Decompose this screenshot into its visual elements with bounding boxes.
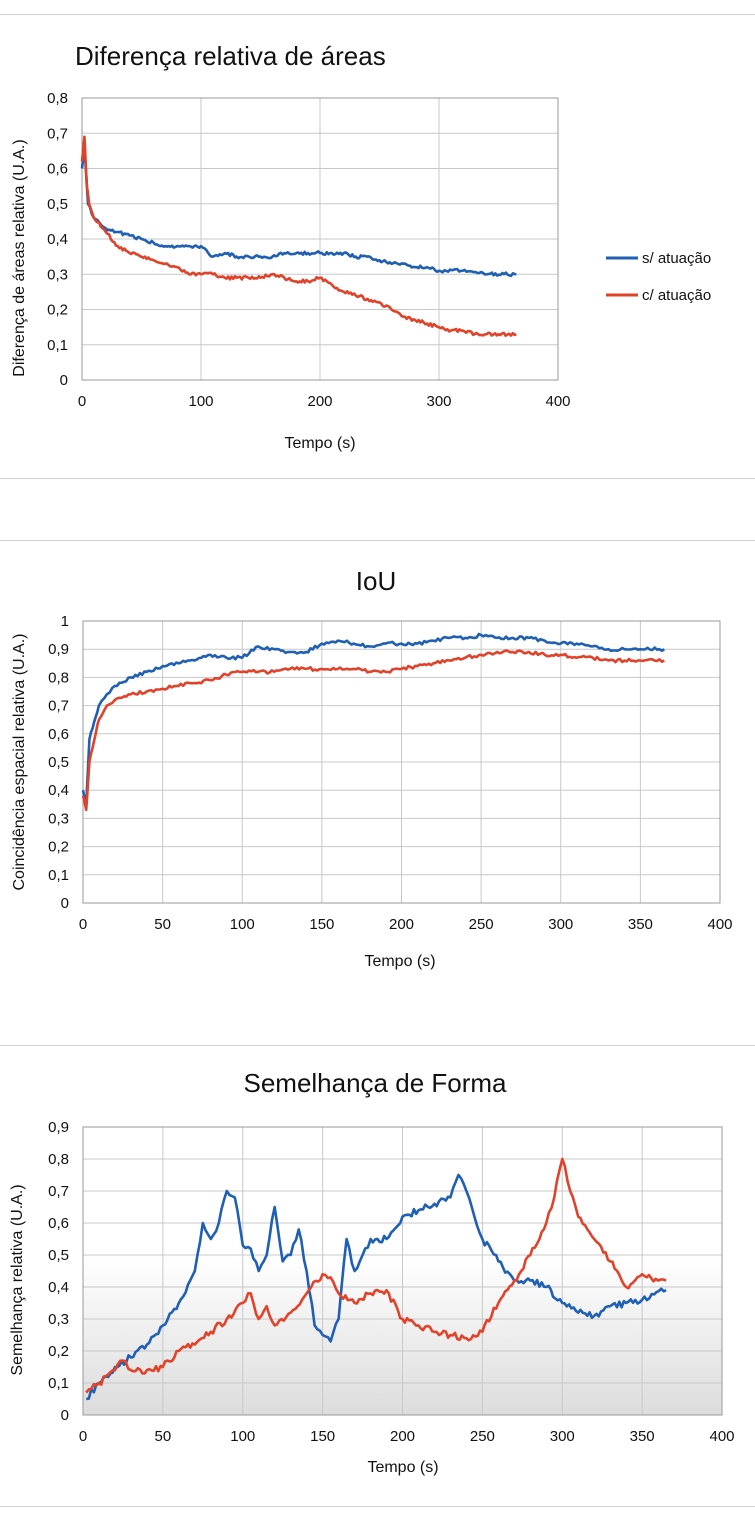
y-tick-label: 0,4 (48, 782, 69, 799)
legend-label-s-atuacao: s/ atuação (642, 250, 711, 267)
x-tick-label: 200 (307, 393, 332, 410)
y-tick-label: 0,9 (48, 641, 69, 658)
y-tick-label: 0,3 (48, 1311, 69, 1328)
y-tick-label: 0,1 (48, 867, 69, 884)
y-axis-label: Semelhança relativa (U.A.) (9, 1184, 26, 1375)
y-tick-label: 0,6 (48, 726, 69, 743)
x-tick-label: 50 (155, 1428, 172, 1445)
x-tick-label: 250 (470, 1428, 495, 1445)
chart-area-difference: Diferença relativa de áreas Tempo (s) Di… (11, 41, 711, 452)
y-tick-label: 0,5 (48, 1247, 69, 1264)
y-tick-label: 0,5 (48, 754, 69, 771)
y-tick-label: 0,5 (47, 196, 68, 213)
x-tick-label: 300 (426, 393, 451, 410)
x-tick-label: 0 (78, 393, 86, 410)
series-line-c-atuacao (80, 135, 517, 338)
y-tick-label: 0,7 (47, 125, 68, 142)
plot-frame (81, 97, 559, 381)
y-tick-label: 0,3 (48, 810, 69, 827)
y-tick-label: 0 (61, 1407, 69, 1424)
y-tick-label: 0,8 (48, 669, 69, 686)
y-tick-label: 0 (61, 895, 69, 912)
series-line-s-atuacao (86, 1173, 667, 1401)
legend: s/ atuação c/ atuação (606, 250, 711, 304)
plot-area (80, 97, 559, 381)
chart-panel-area-difference: Diferença relativa de áreas Tempo (s) Di… (0, 20, 755, 475)
x-tick-label: 100 (230, 1428, 255, 1445)
x-tick-label: 400 (545, 393, 570, 410)
y-tick-label: 0,4 (48, 1279, 69, 1296)
x-tick-label: 50 (154, 916, 171, 933)
x-tick-label: 150 (309, 916, 334, 933)
plot-area (81, 620, 721, 904)
x-tick-label: 300 (550, 1428, 575, 1445)
series-line-s-atuacao (81, 632, 666, 806)
chart-title: Semelhança de Forma (243, 1068, 507, 1098)
x-tick-label: 200 (389, 916, 414, 933)
y-tick-label: 0,1 (48, 1375, 69, 1392)
separator-2 (0, 540, 755, 541)
separator-bottom (0, 1506, 755, 1507)
x-tick-label: 300 (548, 916, 573, 933)
y-tick-label: 0,8 (48, 1151, 69, 1168)
chart-title: IoU (356, 566, 396, 596)
plot-area (82, 1126, 723, 1416)
y-tick-label: 1 (61, 613, 69, 630)
x-axis-label: Tempo (s) (367, 1459, 438, 1476)
x-tick-label: 0 (79, 1428, 87, 1445)
separator-3 (0, 1045, 755, 1046)
x-tick-label: 250 (469, 916, 494, 933)
y-tick-label: 0,3 (47, 266, 68, 283)
y-axis-label: Coincidência espacial relativa (U.A.) (11, 634, 28, 891)
plot-frame (82, 1126, 723, 1416)
chart-title: Diferença relativa de áreas (75, 41, 386, 71)
x-tick-label: 400 (709, 1428, 734, 1445)
x-tick-label: 150 (310, 1428, 335, 1445)
separator-top (0, 14, 755, 15)
y-tick-label: 0,2 (48, 839, 69, 856)
x-tick-label: 100 (230, 916, 255, 933)
separator-1 (0, 478, 755, 479)
series-line-s-atuacao (80, 146, 517, 278)
x-tick-label: 100 (188, 393, 213, 410)
x-tick-label: 0 (79, 916, 87, 933)
series-line-c-atuacao (85, 1157, 667, 1394)
y-tick-label: 0,8 (47, 90, 68, 107)
legend-label-c-atuacao: c/ atuação (642, 287, 711, 304)
x-tick-label: 350 (628, 916, 653, 933)
x-tick-label: 350 (630, 1428, 655, 1445)
y-tick-label: 0,2 (47, 302, 68, 319)
y-tick-label: 0,7 (48, 698, 69, 715)
y-tick-label: 0,7 (48, 1183, 69, 1200)
y-tick-label: 0,9 (48, 1119, 69, 1136)
y-tick-label: 0,1 (47, 337, 68, 354)
y-tick-label: 0,2 (48, 1343, 69, 1360)
x-tick-label: 400 (707, 916, 732, 933)
chart-iou: IoU Tempo (s) Coincidência espacial rela… (11, 566, 733, 970)
chart-shape-similarity: Semelhança de Forma Tempo (s) Semelhança… (9, 1068, 735, 1476)
series-line-c-atuacao (81, 649, 665, 812)
y-tick-label: 0,6 (48, 1215, 69, 1232)
x-tick-label: 200 (390, 1428, 415, 1445)
y-tick-label: 0 (60, 372, 68, 389)
plot-frame (82, 620, 721, 904)
y-tick-label: 0,6 (47, 161, 68, 178)
y-tick-label: 0,4 (47, 231, 68, 248)
chart-panel-iou: IoU Tempo (s) Coincidência espacial rela… (0, 548, 755, 988)
x-axis-label: Tempo (s) (364, 953, 435, 970)
y-axis-label: Diferença de áreas relativa (U.A.) (11, 139, 28, 376)
x-axis-label: Tempo (s) (284, 435, 355, 452)
chart-panel-shape-similarity: Semelhança de Forma Tempo (s) Semelhança… (0, 1050, 755, 1502)
